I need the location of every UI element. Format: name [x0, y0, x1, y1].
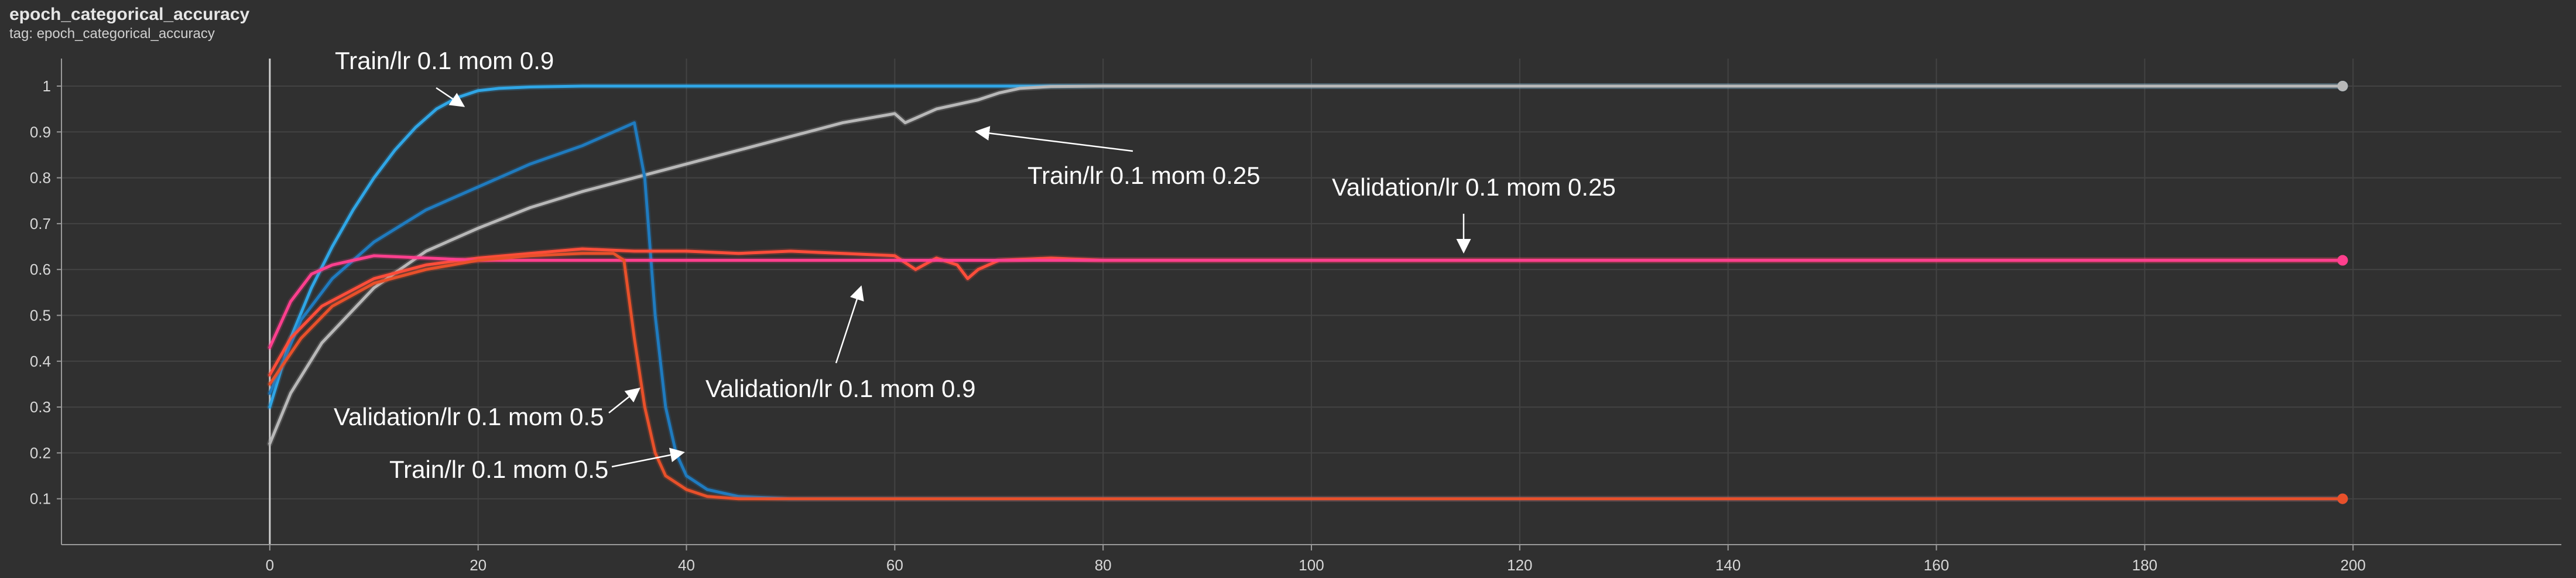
- series-line-smoothed-shadow: [266, 83, 2346, 447]
- series-line-smoothed-shadow: [266, 246, 2346, 378]
- annotation-arrow: [608, 387, 640, 413]
- chart-card-tag: tag: epoch_categorical_accuracy: [9, 26, 215, 42]
- annotation-label: Train/lr 0.1 mom 0.5: [389, 456, 608, 483]
- series-line-3[interactable]: [268, 121, 2344, 501]
- annotation-label: Validation/lr 0.1 mom 0.25: [1332, 173, 1616, 201]
- x-tick-label: 140: [1715, 556, 1741, 574]
- annotation-label: Validation/lr 0.1 mom 0.9: [705, 375, 975, 402]
- x-tick-label: 80: [1095, 556, 1112, 574]
- annotation-arrow: [611, 447, 685, 468]
- annotation-label: Train/lr 0.1 mom 0.9: [335, 47, 554, 74]
- y-tick-label: 0.4: [30, 353, 51, 370]
- annotation-label: Train/lr 0.1 mom 0.25: [1027, 162, 1260, 189]
- x-tick-label: 40: [678, 556, 695, 574]
- y-tick-label: 0.5: [30, 306, 51, 324]
- y-tick-label: 0.7: [30, 215, 51, 232]
- y-tick-label: 0.8: [30, 169, 51, 187]
- series-line-2[interactable]: [268, 84, 2344, 446]
- series-end-point[interactable]: [2337, 255, 2348, 266]
- x-tick-label: 160: [1924, 556, 1949, 574]
- y-tick-label: 1: [43, 77, 51, 95]
- y-tick-label: 0.2: [30, 444, 51, 461]
- series-line-4[interactable]: [268, 247, 2344, 377]
- annotation-arrow: [975, 126, 1133, 152]
- grid-lines: [61, 59, 2561, 545]
- x-tick-label: 60: [886, 556, 903, 574]
- series-lines: [266, 80, 2348, 504]
- chart-card-title: epoch_categorical_accuracy: [9, 5, 250, 24]
- annotation-arrow: [835, 285, 864, 364]
- y-tick-label: 0.1: [30, 490, 51, 508]
- annotation-arrow: [436, 87, 465, 107]
- y-tick-label: 0.9: [30, 123, 51, 141]
- series-end-point[interactable]: [2337, 80, 2348, 91]
- x-tick-label: 200: [2340, 556, 2365, 574]
- y-tick-label: 0.6: [30, 261, 51, 278]
- x-tick-label: 0: [266, 556, 274, 574]
- x-tick-label: 20: [470, 556, 487, 574]
- x-tick-label: 180: [2132, 556, 2157, 574]
- axes: 0.1 0.2 0.3 0.4 0.5 0.6 0.7 0.8 0.9 1 0 20 40 60 80 100…: [30, 59, 2561, 574]
- series-line-smoothed-shadow: [266, 119, 2346, 502]
- y-tick-label: 0.3: [30, 398, 51, 416]
- series-end-point[interactable]: [2337, 493, 2348, 504]
- series-line-6[interactable]: [268, 252, 2344, 501]
- annotation-label: Validation/lr 0.1 mom 0.5: [334, 403, 604, 430]
- annotations: Train/lr 0.1 mom 0.9 Train/lr 0.1 mom 0.2…: [334, 47, 1616, 483]
- x-tick-label: 100: [1299, 556, 1324, 574]
- x-tick-label: 120: [1507, 556, 1532, 574]
